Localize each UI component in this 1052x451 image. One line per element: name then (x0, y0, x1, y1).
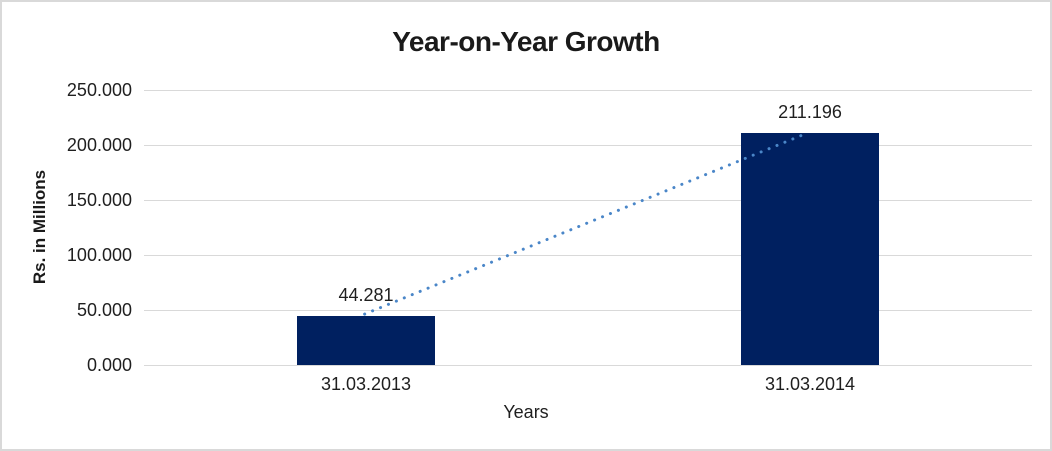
gridline (144, 365, 1032, 366)
gridline (144, 90, 1032, 91)
bar-value-label: 211.196 (778, 101, 842, 122)
y-tick-label: 250.000 (66, 80, 132, 100)
y-tick-label: 50.000 (76, 300, 132, 320)
x-axis-title: Years (503, 402, 549, 422)
y-tick-label: 100.000 (66, 245, 132, 265)
bar-value-label: 44.281 (338, 285, 394, 306)
chart-title: Year-on-Year Growth (392, 26, 660, 57)
y-tick-label: 0.000 (86, 355, 132, 375)
y-tick-label: 200.000 (66, 135, 132, 155)
x-tick-label: 31.03.2013 (320, 374, 412, 394)
bar-31.03.2013 (297, 316, 435, 365)
y-tick-label: 150.000 (66, 190, 132, 210)
x-tick-label: 31.03.2014 (764, 374, 856, 394)
